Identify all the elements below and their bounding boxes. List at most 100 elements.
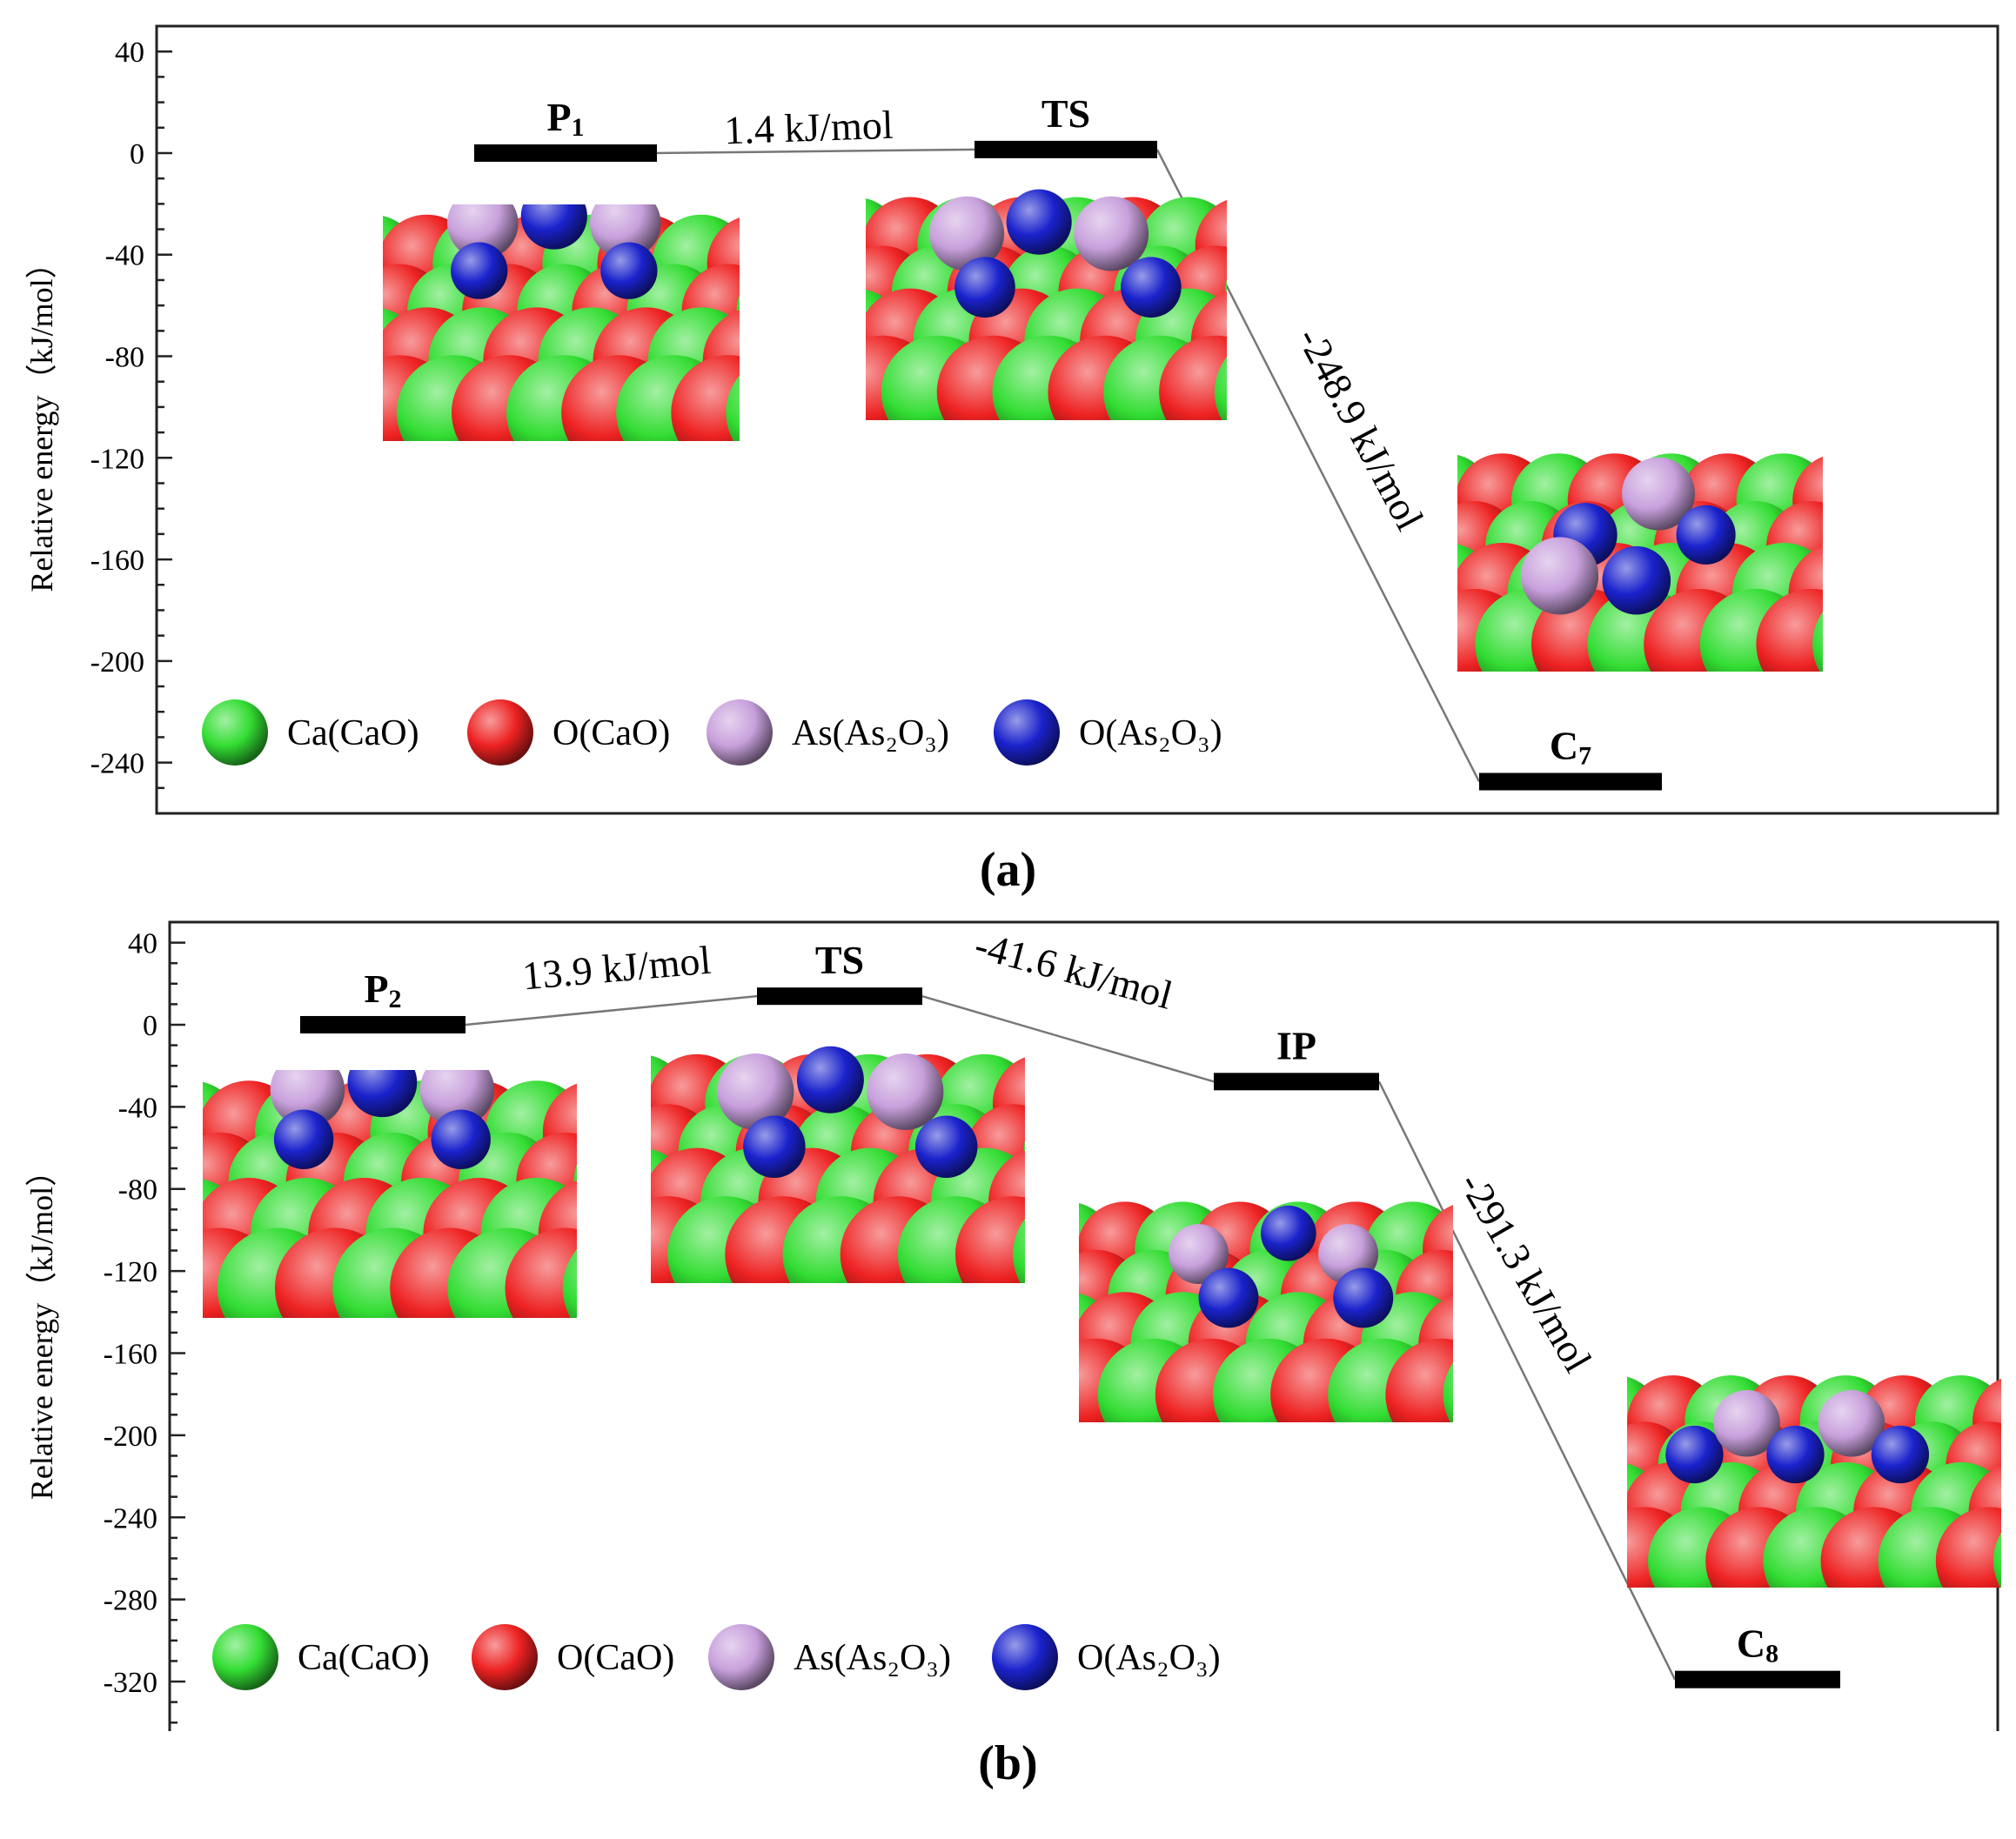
atom-ca [1812, 612, 1823, 672]
legend-swatch-o_as [994, 699, 1060, 766]
atom-ca [1214, 357, 1227, 420]
legend-label-o_as: O(As₂O₃) [1077, 1638, 1221, 1678]
atom-o_as [1766, 1425, 1825, 1484]
atom-o_as [743, 1115, 806, 1178]
atom-o_as [1198, 1267, 1259, 1328]
atom-as [1818, 1390, 1885, 1457]
atom-o_as [451, 242, 508, 299]
y-tick-label: -240 [90, 748, 144, 780]
connector-line [921, 994, 1215, 1083]
y-tick-label: -240 [104, 1502, 157, 1535]
atom-o_as [1333, 1267, 1394, 1328]
atom-as [1521, 537, 1599, 615]
atom-as [590, 204, 661, 259]
y-tick-label: -120 [104, 1256, 157, 1288]
y-axis-label: Relative energy（kJ/mol） [24, 247, 59, 592]
atom-o_cao [1756, 588, 1823, 672]
legend: Ca(CaO) O(CaO) As(As₂O₃) O(As₂O₃) [202, 699, 1222, 766]
y-axis: 40 0 -40 -80 -120 -160 -200 -240 [90, 24, 172, 815]
plot-frame [168, 920, 1999, 1731]
atom-as [717, 1053, 794, 1130]
y-tick-label: -40 [105, 240, 144, 272]
atom-o_cao [671, 355, 740, 441]
structure-p1 [383, 204, 740, 441]
legend-label-as: As(As₂O₃) [792, 713, 949, 753]
y-tick-label: -160 [104, 1338, 157, 1370]
atom-o_as [1121, 257, 1182, 318]
state-label-ts: TS [815, 938, 864, 982]
y-tick-label: 40 [115, 37, 144, 69]
y-tick-label: -320 [104, 1667, 157, 1699]
state-label-ip: IP [1276, 1023, 1316, 1067]
state-label-c8: C8 [1737, 1622, 1778, 1668]
legend-swatch-as [708, 1624, 774, 1690]
panel-caption-b: (b) [978, 1736, 1038, 1790]
structure-ts-b [651, 1046, 1025, 1283]
atom-ca [1225, 279, 1227, 304]
legend-swatch-o_as [992, 1624, 1058, 1690]
legend-label-o_cao: O(CaO) [557, 1638, 674, 1678]
legend-label-ca: Ca(CaO) [287, 713, 419, 753]
atom-o_as [600, 242, 658, 299]
atom-o_as [1676, 505, 1736, 565]
atom-ca [1993, 1533, 2001, 1588]
atom-o_cao [954, 1196, 1025, 1283]
y-axis-label: Relative energy（kJ/mol） [24, 1155, 59, 1500]
state-bar-ts [757, 987, 922, 1006]
atom-o_as [1871, 1425, 1930, 1484]
y-tick-label: -200 [90, 646, 144, 679]
atom-o_cao [505, 1227, 577, 1318]
atom-ca [1822, 542, 1823, 551]
atom-o_as [1602, 545, 1671, 615]
state-label-ts: TS [1041, 91, 1090, 136]
atom-as [867, 1053, 944, 1130]
legend-label-as: As(As₂O₃) [794, 1638, 951, 1678]
legend-swatch-as [707, 699, 773, 766]
state-bar-p1 [474, 144, 657, 162]
atom-ca [736, 294, 740, 328]
atom-o_as [1261, 1205, 1316, 1261]
connector-line [465, 994, 758, 1026]
state-bar-c7 [1479, 772, 1662, 791]
atom-o_as [914, 1115, 978, 1178]
connector-line [1377, 1080, 1677, 1681]
legend-swatch-ca [202, 699, 268, 766]
atom-as [1622, 457, 1695, 531]
state-label-p2: P2 [364, 966, 401, 1013]
y-tick-label: -40 [118, 1092, 157, 1124]
atom-as [1074, 196, 1149, 271]
state-label-p1: P1 [546, 95, 584, 142]
step-energy-label: 1.4 kJ/mol [724, 103, 894, 153]
atom-ca [726, 375, 740, 441]
y-tick-label: 40 [128, 928, 157, 960]
state-label-c7: C7 [1550, 724, 1591, 771]
atom-o_as [347, 1070, 418, 1118]
y-tick-label: 0 [130, 138, 144, 171]
atom-o_as [431, 1109, 491, 1169]
atom-ca [1013, 1219, 1025, 1283]
state-bar-ts [975, 140, 1157, 158]
legend: Ca(CaO) O(CaO) As(As₂O₃) O(As₂O₃) [212, 1624, 1221, 1690]
atom-ca [1443, 1362, 1453, 1422]
panel-caption-a: (a) [979, 843, 1037, 897]
atom-o_cao [1385, 1338, 1453, 1422]
atom-as [1169, 1224, 1229, 1284]
structure-c7 [1457, 453, 1823, 672]
structure-c8 [1627, 1374, 2001, 1588]
step-energy-label: 13.9 kJ/mol [520, 938, 713, 999]
atom-o_cao [1935, 1507, 2001, 1588]
y-tick-label: -200 [104, 1421, 157, 1453]
legend-label-o_as: O(As₂O₃) [1079, 713, 1222, 753]
y-tick-label: -80 [118, 1174, 157, 1207]
y-tick-label: 0 [143, 1010, 157, 1042]
legend-swatch-o_cao [472, 1624, 538, 1690]
atom-as [419, 1070, 495, 1127]
state-bar-ip [1214, 1073, 1379, 1091]
step-energy-label: -41.6 kJ/mol [970, 922, 1177, 1017]
structure-ip [1079, 1201, 1453, 1422]
y-tick-label: -280 [104, 1585, 157, 1617]
legend-label-ca: Ca(CaO) [298, 1638, 430, 1678]
structure-p2 [203, 1070, 577, 1318]
atom-as [1713, 1390, 1780, 1457]
legend-swatch-o_cao [467, 699, 533, 766]
